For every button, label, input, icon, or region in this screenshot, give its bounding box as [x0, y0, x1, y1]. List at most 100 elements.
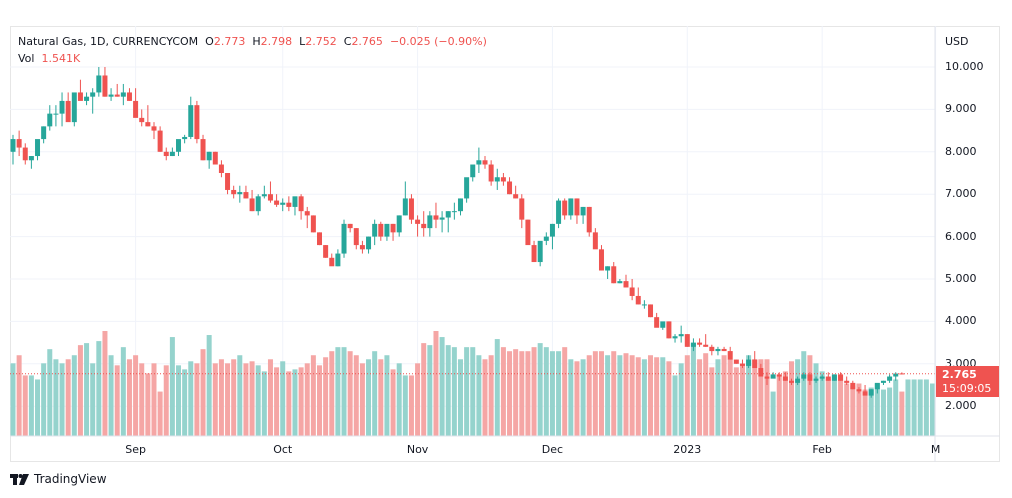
candle[interactable]: [366, 236, 372, 254]
candle[interactable]: [200, 134, 206, 161]
candle[interactable]: [231, 185, 237, 199]
candle[interactable]: [488, 160, 494, 186]
candle[interactable]: [402, 181, 408, 216]
candle[interactable]: [887, 374, 893, 383]
candle[interactable]: [770, 372, 776, 379]
candle[interactable]: [507, 177, 513, 195]
candle[interactable]: [494, 168, 500, 190]
candle[interactable]: [862, 385, 868, 396]
candle[interactable]: [666, 321, 672, 339]
candle[interactable]: [623, 274, 629, 288]
candle[interactable]: [267, 181, 273, 203]
candle[interactable]: [157, 126, 163, 152]
candle[interactable]: [41, 126, 47, 144]
candle[interactable]: [451, 202, 457, 220]
candle[interactable]: [641, 300, 647, 309]
candle[interactable]: [114, 83, 120, 97]
candle[interactable]: [684, 334, 690, 347]
candle[interactable]: [819, 374, 825, 381]
candle[interactable]: [703, 334, 709, 347]
candle[interactable]: [90, 88, 96, 114]
candle[interactable]: [598, 245, 604, 271]
candle[interactable]: [133, 88, 139, 118]
candle[interactable]: [280, 198, 286, 212]
candle[interactable]: [838, 372, 844, 381]
candle[interactable]: [721, 346, 727, 352]
candle[interactable]: [850, 380, 856, 390]
candle[interactable]: [764, 372, 770, 385]
candle[interactable]: [421, 211, 427, 237]
candle[interactable]: [96, 67, 102, 97]
candle[interactable]: [77, 79, 83, 101]
candle[interactable]: [782, 372, 788, 381]
candle[interactable]: [194, 100, 200, 144]
candle[interactable]: [218, 160, 224, 178]
candle[interactable]: [249, 189, 255, 212]
candle[interactable]: [28, 156, 34, 169]
candle[interactable]: [22, 143, 28, 165]
candle[interactable]: [243, 185, 249, 199]
candlestick-chart[interactable]: [10, 26, 1000, 462]
candle[interactable]: [439, 211, 445, 233]
candle[interactable]: [292, 196, 298, 216]
candle[interactable]: [605, 266, 611, 279]
candle[interactable]: [733, 359, 739, 364]
candle[interactable]: [225, 173, 231, 195]
candle[interactable]: [274, 194, 280, 207]
candle[interactable]: [513, 185, 519, 199]
candle[interactable]: [617, 279, 623, 284]
candle[interactable]: [709, 344, 715, 356]
candle[interactable]: [71, 92, 77, 127]
candle[interactable]: [629, 279, 635, 301]
candle[interactable]: [549, 223, 555, 250]
candle[interactable]: [776, 372, 782, 381]
candle[interactable]: [151, 122, 157, 140]
candle[interactable]: [543, 232, 549, 246]
candle[interactable]: [427, 211, 433, 237]
candle[interactable]: [139, 109, 145, 127]
candle[interactable]: [323, 245, 329, 258]
candle[interactable]: [433, 202, 439, 229]
candle[interactable]: [163, 147, 169, 161]
candle[interactable]: [59, 92, 65, 127]
candle[interactable]: [372, 219, 378, 246]
candle[interactable]: [758, 363, 764, 377]
candle[interactable]: [690, 338, 696, 352]
candle[interactable]: [807, 372, 813, 385]
candle[interactable]: [611, 262, 617, 284]
currency-label[interactable]: USD: [945, 35, 969, 48]
candle[interactable]: [298, 194, 304, 220]
candle[interactable]: [396, 215, 402, 237]
candle[interactable]: [353, 228, 359, 250]
candle[interactable]: [120, 83, 126, 106]
candle[interactable]: [341, 219, 347, 258]
candle[interactable]: [304, 206, 310, 229]
candle[interactable]: [525, 219, 531, 246]
candle[interactable]: [329, 253, 335, 267]
candle[interactable]: [347, 223, 353, 233]
candle[interactable]: [261, 185, 267, 199]
candle[interactable]: [378, 221, 384, 241]
candle[interactable]: [102, 67, 108, 97]
candle[interactable]: [519, 194, 525, 229]
candle[interactable]: [476, 147, 482, 173]
candle[interactable]: [574, 198, 580, 224]
candle[interactable]: [482, 156, 488, 169]
candle[interactable]: [169, 147, 175, 157]
candle[interactable]: [335, 249, 341, 267]
candle[interactable]: [384, 223, 390, 241]
vol-label[interactable]: Vol: [18, 52, 35, 65]
candle[interactable]: [182, 134, 188, 144]
candle[interactable]: [457, 198, 463, 216]
candle[interactable]: [206, 151, 212, 169]
candle[interactable]: [556, 198, 562, 229]
candle[interactable]: [672, 334, 678, 343]
candle[interactable]: [880, 380, 886, 385]
candle[interactable]: [635, 287, 641, 305]
candle[interactable]: [500, 173, 506, 186]
candle[interactable]: [752, 351, 758, 369]
candle[interactable]: [580, 206, 586, 224]
candle[interactable]: [145, 105, 151, 127]
candle[interactable]: [831, 374, 837, 381]
candle[interactable]: [286, 196, 292, 212]
